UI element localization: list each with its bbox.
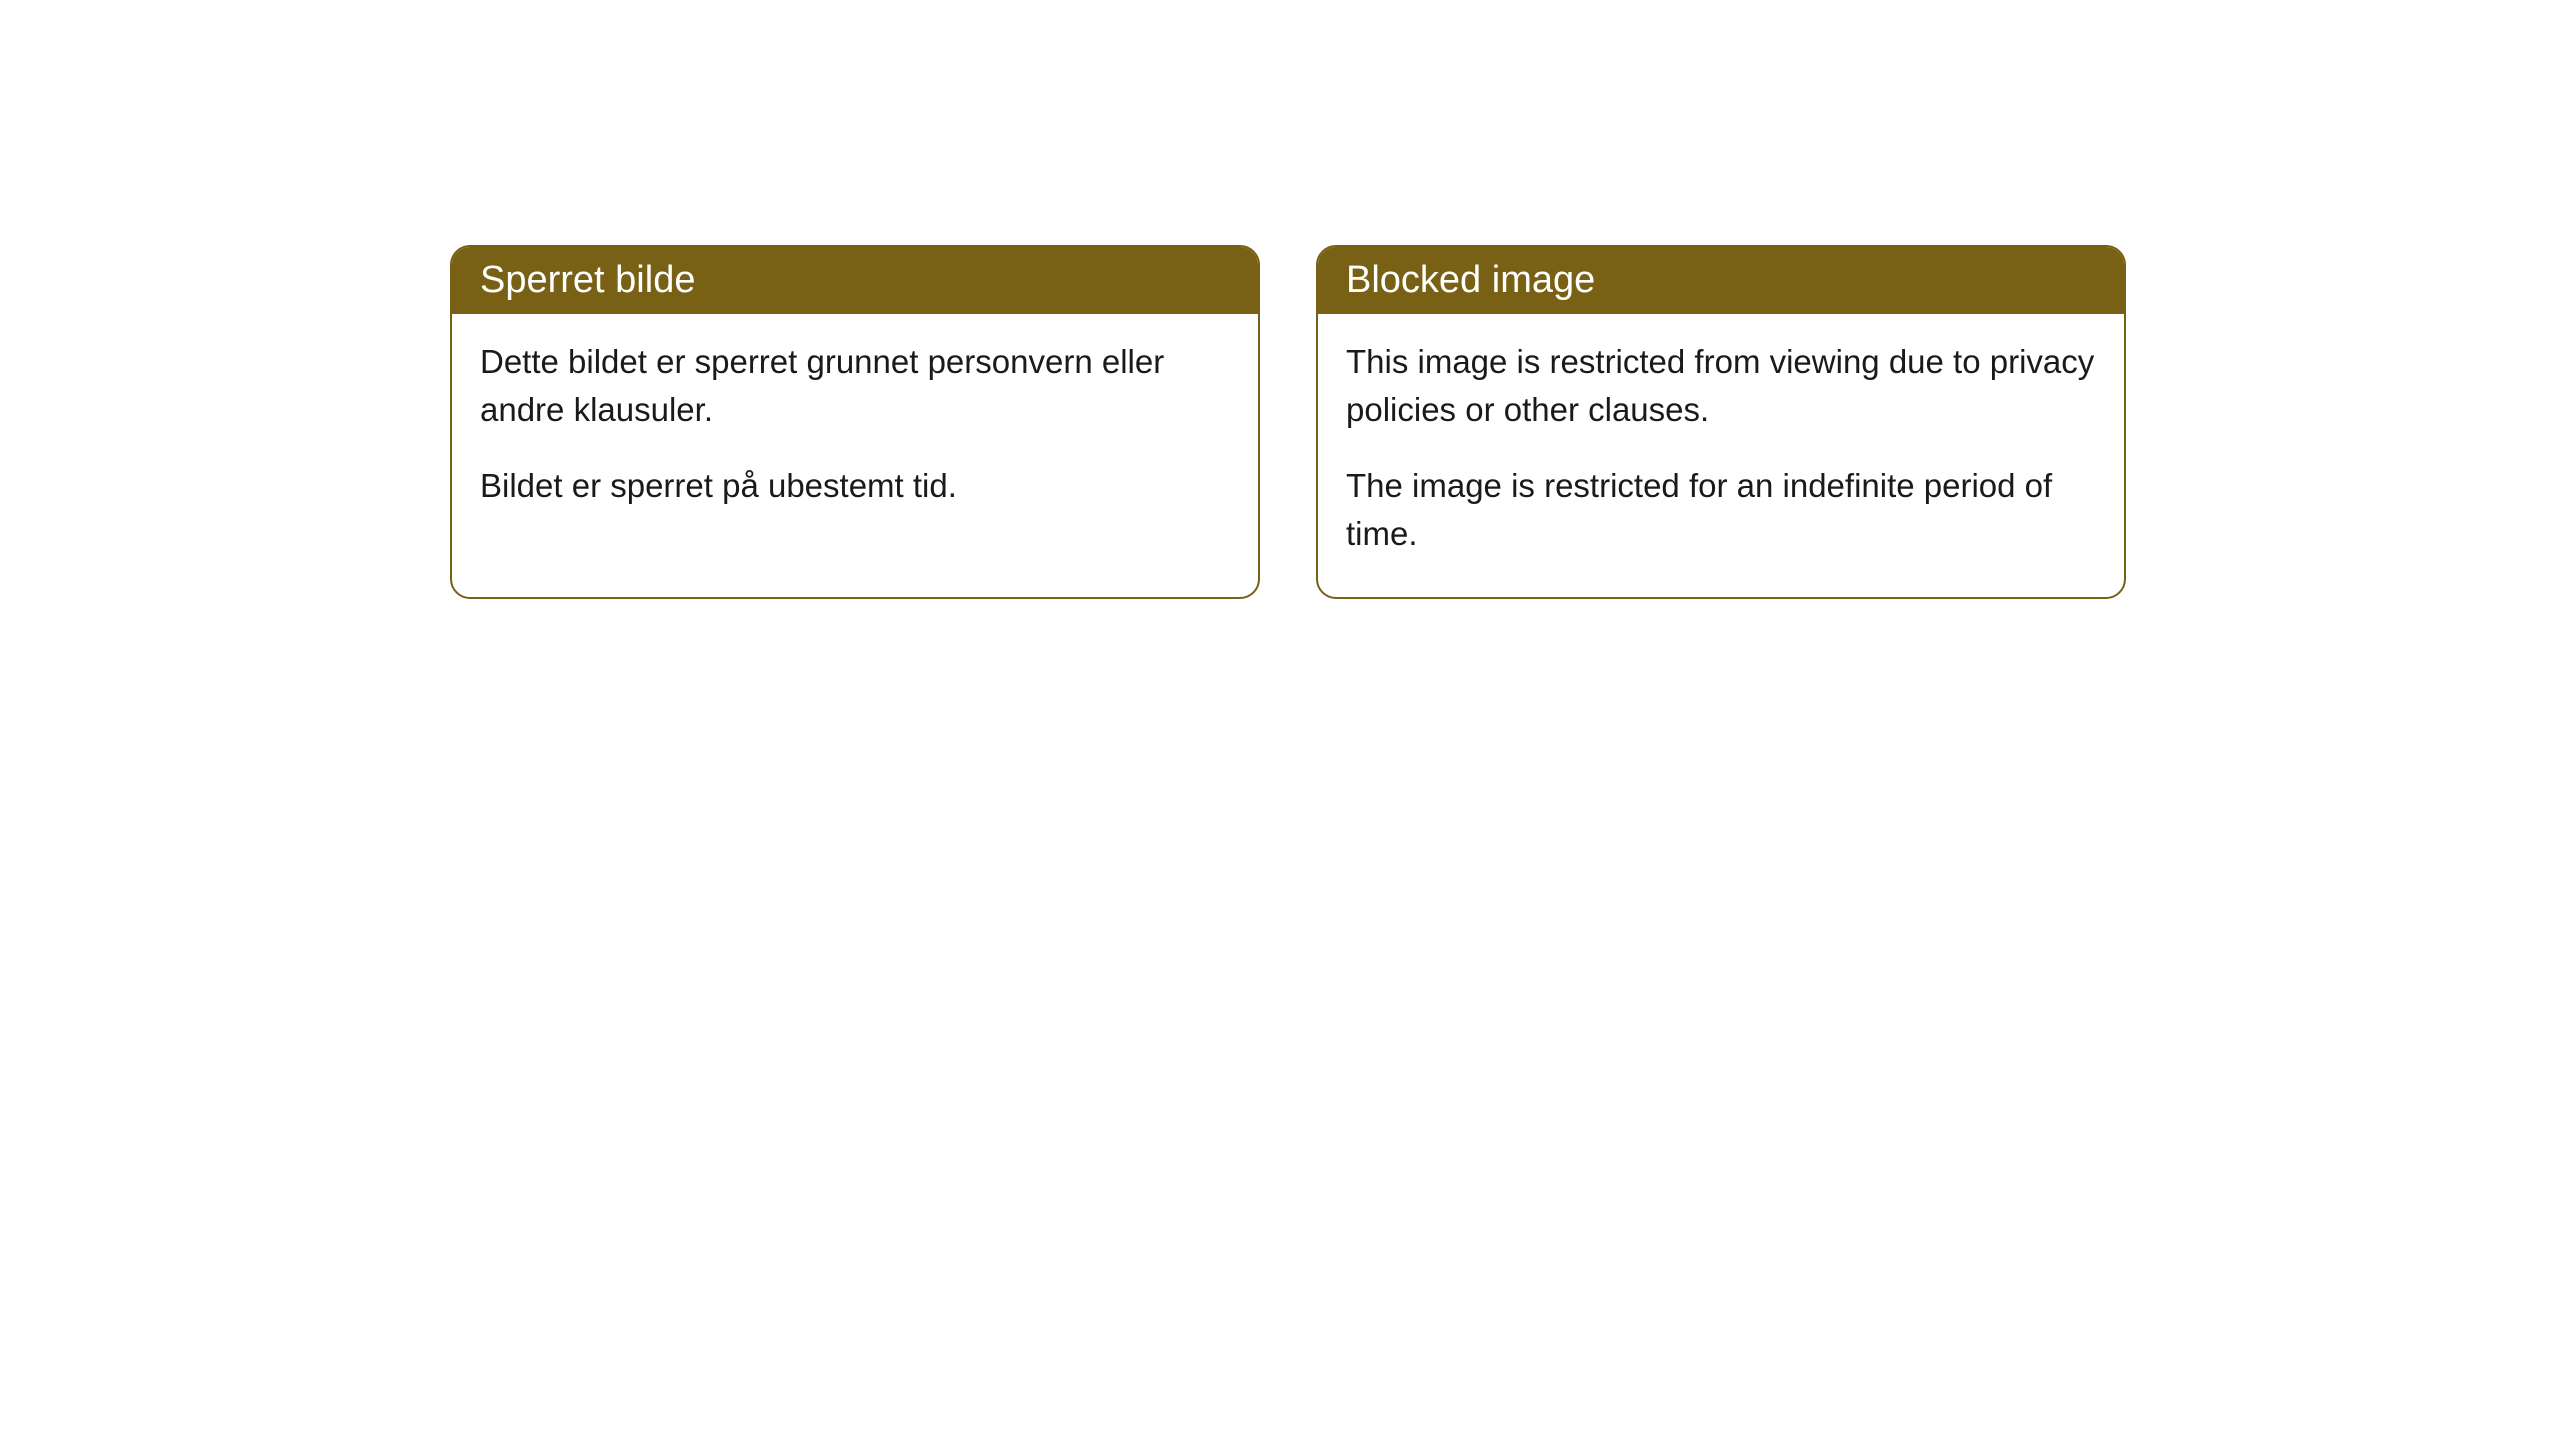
card-body-norwegian: Dette bildet er sperret grunnet personve…	[452, 314, 1258, 550]
card-header-norwegian: Sperret bilde	[452, 247, 1258, 314]
card-paragraph-1: Dette bildet er sperret grunnet personve…	[480, 338, 1230, 434]
card-paragraph-2: The image is restricted for an indefinit…	[1346, 462, 2096, 558]
blocked-image-card-norwegian: Sperret bilde Dette bildet er sperret gr…	[450, 245, 1260, 599]
card-body-english: This image is restricted from viewing du…	[1318, 314, 2124, 597]
notice-cards-container: Sperret bilde Dette bildet er sperret gr…	[450, 245, 2126, 599]
card-paragraph-2: Bildet er sperret på ubestemt tid.	[480, 462, 1230, 510]
card-paragraph-1: This image is restricted from viewing du…	[1346, 338, 2096, 434]
card-header-english: Blocked image	[1318, 247, 2124, 314]
blocked-image-card-english: Blocked image This image is restricted f…	[1316, 245, 2126, 599]
